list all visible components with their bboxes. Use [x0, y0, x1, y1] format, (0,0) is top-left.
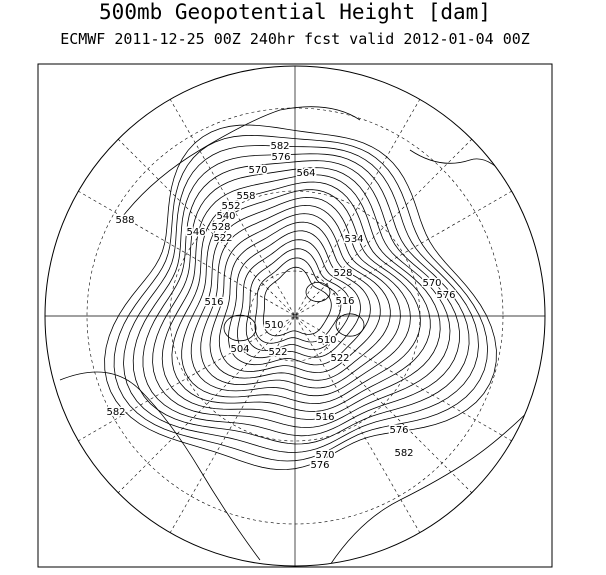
contour-line — [142, 160, 461, 437]
contour-label: 582 — [106, 407, 125, 418]
contour-line — [245, 248, 351, 352]
contour-line — [113, 134, 489, 462]
contour-label: 522 — [268, 347, 287, 358]
contour-label: 576 — [271, 152, 290, 163]
graticule — [45, 66, 545, 566]
contour-line — [123, 145, 479, 453]
contour-label: 540 — [216, 211, 235, 222]
contour-label: 588 — [115, 215, 134, 226]
contour-label: 576 — [310, 460, 329, 471]
contour-label: 582 — [270, 141, 289, 152]
map-title: 500mb Geopotential Height [dam] — [99, 0, 491, 24]
contour-label: 582 — [394, 448, 413, 459]
contour-line — [218, 221, 381, 374]
contour-line — [181, 189, 421, 405]
contour-label: 570 — [248, 165, 267, 176]
map-frame — [37, 63, 553, 568]
contour-group — [104, 124, 497, 471]
contour-line — [104, 124, 497, 471]
contour-line — [152, 167, 451, 429]
contour-label: 534 — [344, 234, 363, 245]
contour-label: 558 — [236, 191, 255, 202]
contour-line — [200, 204, 401, 389]
contour-line — [262, 266, 332, 337]
map-subtitle: ECMWF 2011-12-25 00Z 240hr fcst valid 20… — [60, 30, 530, 48]
contour-label: 516 — [335, 296, 354, 307]
contour-label: 516 — [315, 412, 334, 423]
contour-label: 546 — [186, 227, 205, 238]
contour-line — [237, 239, 361, 359]
contour-label: 504 — [230, 344, 249, 355]
contour-low — [223, 314, 257, 342]
contour-label: 522 — [330, 353, 349, 364]
contour-label: 570 — [422, 278, 441, 289]
contour-label: 516 — [204, 297, 223, 308]
contour-label: 576 — [436, 290, 455, 301]
contour-low — [305, 281, 331, 302]
coastline — [59, 106, 541, 566]
contour-line — [190, 196, 411, 397]
contour-line — [228, 230, 371, 366]
contour-label: 570 — [315, 450, 334, 461]
contour-line — [161, 174, 441, 420]
contour-line — [209, 213, 391, 381]
contour-label: 564 — [296, 168, 315, 179]
contour-label: 528 — [333, 268, 352, 279]
contour-label: 510 — [264, 320, 283, 331]
contour-line — [254, 257, 342, 344]
contour-label: 552 — [221, 201, 240, 212]
contour-line — [132, 153, 470, 445]
contour-label: 576 — [389, 425, 408, 436]
contour-label: 522 — [213, 233, 232, 244]
contour-low — [335, 313, 365, 337]
contour-label: 528 — [211, 222, 230, 233]
contour-label: 510 — [317, 335, 336, 346]
contour-line — [171, 181, 431, 412]
